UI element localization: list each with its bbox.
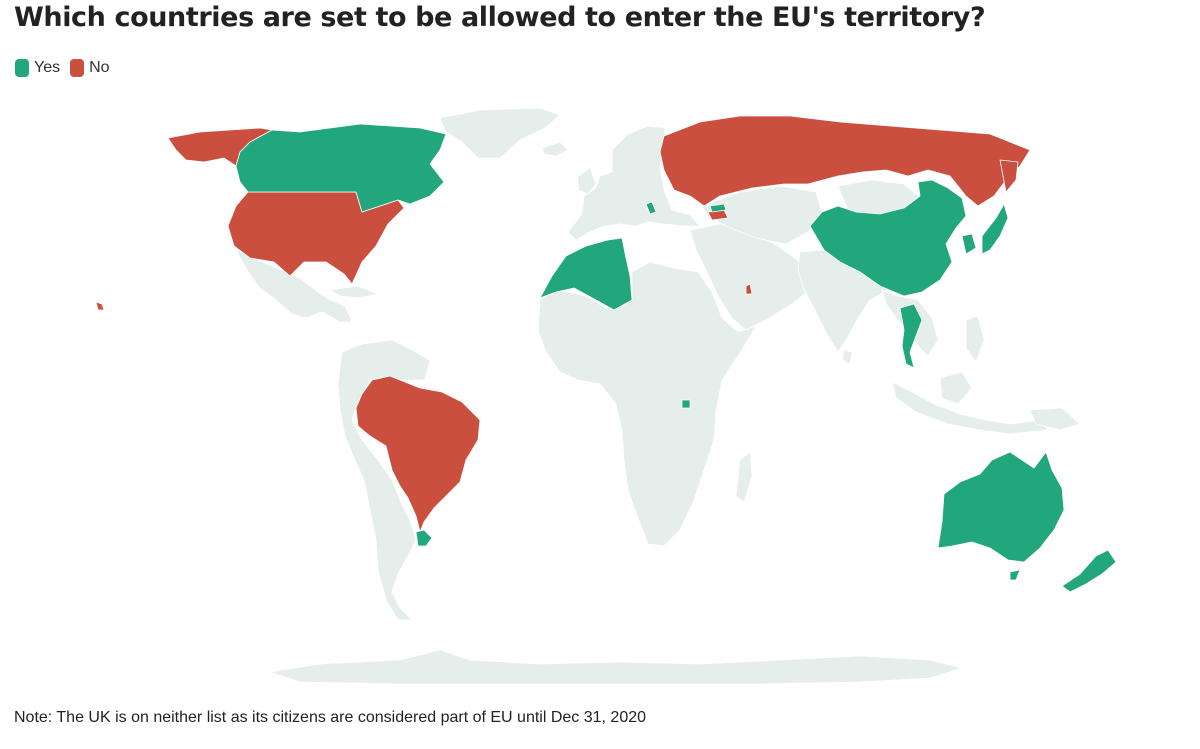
world-map xyxy=(95,107,1117,685)
map-region-png[interactable] xyxy=(1029,407,1081,431)
map-region-qatar[interactable] xyxy=(745,283,753,295)
map-region-iceland[interactable] xyxy=(541,141,569,157)
map-region-caribbean[interactable] xyxy=(329,285,379,299)
legend-label-yes: Yes xyxy=(34,59,61,76)
map-region-hawaii[interactable] xyxy=(95,301,105,311)
map-region-europe[interactable] xyxy=(567,125,701,241)
other-countries xyxy=(235,107,1081,685)
map-region-south-korea[interactable] xyxy=(961,233,977,255)
map-region-uruguay[interactable] xyxy=(415,529,433,547)
map-region-montenegro[interactable] xyxy=(645,201,657,215)
map-region-sri-lanka[interactable] xyxy=(841,349,853,365)
map-region-tasmania[interactable] xyxy=(1009,569,1021,581)
map-region-africa[interactable] xyxy=(537,261,757,547)
map-region-uk[interactable] xyxy=(577,167,597,195)
map-region-borneo[interactable] xyxy=(939,371,973,405)
map-region-maghreb[interactable] xyxy=(539,237,633,311)
map-region-russia[interactable] xyxy=(659,115,1031,207)
map-region-antarctica[interactable] xyxy=(269,649,963,685)
not-allowed-countries xyxy=(95,115,1031,533)
map-region-thailand[interactable] xyxy=(899,303,923,369)
legend: Yes No xyxy=(15,59,120,77)
map-region-rwanda[interactable] xyxy=(681,399,691,409)
legend-swatch-no xyxy=(70,59,85,77)
map-region-greenland[interactable] xyxy=(439,107,561,159)
map-region-canada[interactable] xyxy=(235,123,447,213)
chart-note: Note: The UK is on neither list as its c… xyxy=(14,709,647,726)
map-region-brazil[interactable] xyxy=(355,375,481,533)
legend-label-no: No xyxy=(89,59,110,76)
legend-item-no: No xyxy=(70,59,110,77)
map-region-new-zealand[interactable] xyxy=(1061,549,1117,593)
map-region-kamchatka[interactable] xyxy=(999,159,1019,193)
map-region-philippines[interactable] xyxy=(965,315,985,363)
map-region-south-america[interactable] xyxy=(337,339,431,621)
map-region-madagascar[interactable] xyxy=(735,451,753,503)
map-region-china[interactable] xyxy=(809,179,967,297)
map-region-australia[interactable] xyxy=(937,451,1065,563)
map-region-georgia[interactable] xyxy=(709,203,727,213)
legend-swatch-yes xyxy=(15,59,29,77)
chart-title: Which countries are set to be allowed to… xyxy=(14,2,986,33)
map-region-central-asia[interactable] xyxy=(701,185,823,245)
allowed-countries xyxy=(235,123,1117,593)
legend-item-yes: Yes xyxy=(15,59,60,77)
map-region-japan[interactable] xyxy=(981,203,1009,255)
